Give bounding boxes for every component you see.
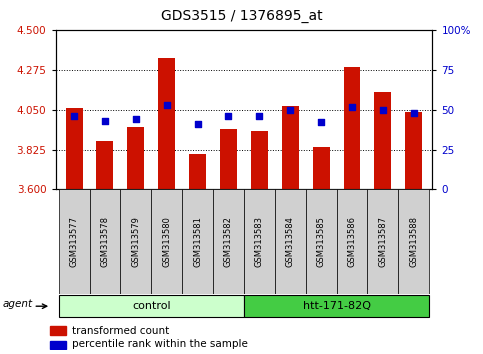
Point [101,118,109,124]
Bar [97,141,114,189]
Point [163,102,170,108]
Bar [50,341,66,349]
Point [410,110,418,116]
Bar [50,326,66,335]
Text: GSM313585: GSM313585 [317,216,326,267]
Point [317,120,325,125]
Bar [58,295,244,318]
Text: percentile rank within the sample: percentile rank within the sample [71,339,247,349]
Bar [213,189,244,294]
Bar [189,154,206,189]
Text: GSM313579: GSM313579 [131,216,141,267]
Text: GSM313587: GSM313587 [378,216,387,267]
Bar [275,189,306,294]
Text: GSM313584: GSM313584 [286,216,295,267]
Point [379,107,387,113]
Bar [343,67,360,189]
Text: GSM313578: GSM313578 [100,216,110,267]
Text: GSM313580: GSM313580 [162,216,171,267]
Bar [120,189,151,294]
Point [225,113,232,119]
Bar [405,112,422,189]
Point [194,121,201,127]
Bar [398,189,429,294]
Text: transformed count: transformed count [71,326,169,336]
Text: GSM313577: GSM313577 [70,216,79,267]
Bar [89,189,120,294]
Bar [251,131,268,189]
Text: GSM313581: GSM313581 [193,216,202,267]
Point [70,113,78,119]
Text: htt-171-82Q: htt-171-82Q [302,301,370,311]
Bar [313,147,329,189]
Bar [244,189,275,294]
Text: GSM313586: GSM313586 [347,216,356,267]
Text: control: control [132,301,170,311]
Bar [151,189,182,294]
Point [256,113,263,119]
Bar [220,129,237,189]
Bar [306,189,337,294]
Bar [128,127,144,189]
Bar [182,189,213,294]
Bar [337,189,368,294]
Bar [58,189,89,294]
Text: GDS3515 / 1376895_at: GDS3515 / 1376895_at [161,9,322,23]
Text: GSM313588: GSM313588 [409,216,418,267]
Bar [244,295,429,318]
Bar [368,189,398,294]
Bar [158,58,175,189]
Text: GSM313582: GSM313582 [224,216,233,267]
Point [348,104,356,109]
Point [286,107,294,113]
Text: agent: agent [3,299,33,309]
Bar [282,106,298,189]
Point [132,116,140,122]
Text: GSM313583: GSM313583 [255,216,264,267]
Bar [66,108,83,189]
Bar [374,92,391,189]
